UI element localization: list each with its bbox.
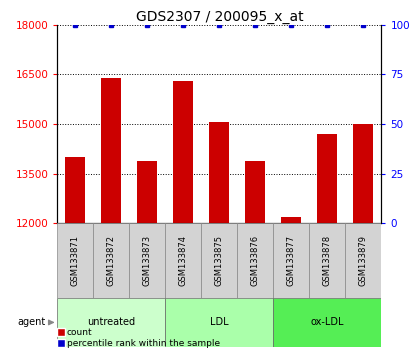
Bar: [353, 124, 372, 223]
Bar: [237, 223, 273, 298]
Legend: count, percentile rank within the sample: count, percentile rank within the sample: [58, 328, 220, 348]
Bar: [344, 223, 380, 298]
Text: GSM133875: GSM133875: [214, 235, 223, 286]
Bar: [281, 217, 301, 223]
Bar: [245, 161, 265, 223]
Bar: [273, 298, 380, 347]
Text: GSM133878: GSM133878: [322, 235, 331, 286]
Bar: [165, 223, 201, 298]
Bar: [57, 298, 165, 347]
Text: GSM133877: GSM133877: [286, 235, 295, 286]
Text: GSM133876: GSM133876: [250, 235, 259, 286]
Bar: [201, 223, 237, 298]
Text: agent: agent: [18, 318, 53, 327]
Bar: [93, 223, 129, 298]
Bar: [317, 134, 336, 223]
Bar: [165, 298, 273, 347]
Bar: [65, 157, 85, 223]
Bar: [173, 81, 193, 223]
Text: GSM133872: GSM133872: [107, 235, 116, 286]
Text: GSM133871: GSM133871: [71, 235, 80, 286]
Text: LDL: LDL: [209, 318, 228, 327]
Bar: [209, 122, 229, 223]
Bar: [57, 223, 93, 298]
Title: GDS2307 / 200095_x_at: GDS2307 / 200095_x_at: [135, 10, 302, 24]
Text: GSM133873: GSM133873: [142, 235, 151, 286]
Text: GSM133879: GSM133879: [358, 235, 367, 286]
Bar: [308, 223, 344, 298]
Bar: [129, 223, 165, 298]
Text: GSM133874: GSM133874: [178, 235, 187, 286]
Bar: [137, 161, 157, 223]
Text: ox-LDL: ox-LDL: [310, 318, 343, 327]
Bar: [273, 223, 308, 298]
Text: untreated: untreated: [87, 318, 135, 327]
Bar: [101, 78, 121, 223]
